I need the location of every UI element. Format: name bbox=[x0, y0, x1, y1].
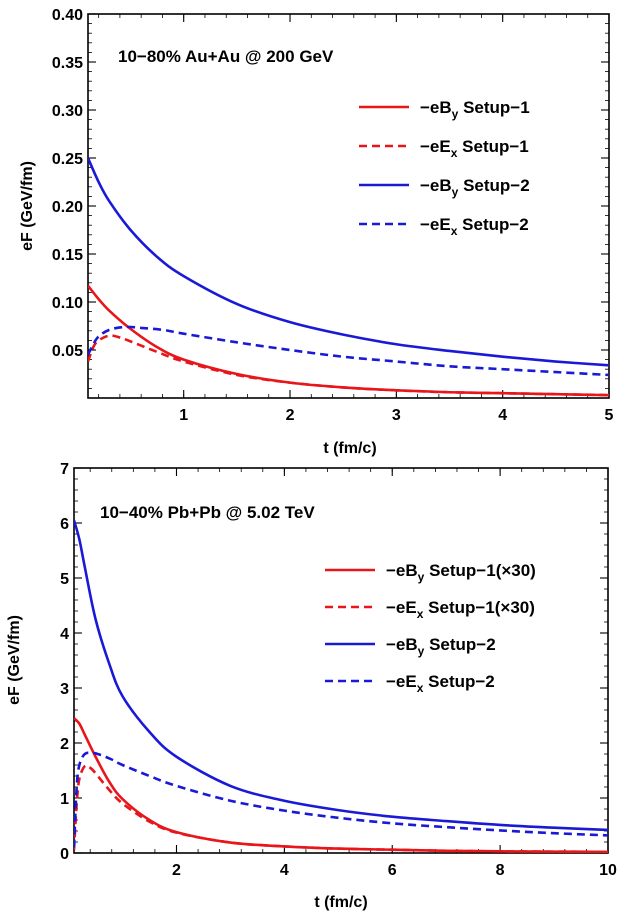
x-tick-label: 2 bbox=[286, 407, 295, 424]
series-line-2 bbox=[74, 519, 608, 832]
y-tick-label: 6 bbox=[60, 516, 69, 533]
y-tick-label: 0.25 bbox=[52, 151, 83, 168]
plot-frame bbox=[87, 13, 610, 399]
y-tick-label: 0.15 bbox=[52, 247, 83, 264]
chart-title: 10−40% Pb+Pb @ 5.02 TeV bbox=[100, 503, 315, 522]
x-tick-label: 8 bbox=[496, 862, 505, 879]
x-tick-label: 4 bbox=[498, 407, 507, 424]
x-tick-label: 6 bbox=[388, 862, 397, 879]
legend-label-2: −eBy Setup−2 bbox=[420, 176, 530, 199]
legend-label-3: −eEx Setup−2 bbox=[420, 215, 529, 238]
series-line-1 bbox=[88, 334, 609, 397]
x-tick-label: 3 bbox=[392, 407, 401, 424]
y-tick-label: 0.40 bbox=[52, 7, 83, 24]
y-tick-label: 1 bbox=[60, 791, 69, 808]
x-tick-label: 5 bbox=[605, 407, 614, 424]
legend: −eBy Setup−1 −eEx Setup−1 −eBy Setup−2 −eEx… bbox=[359, 98, 530, 238]
y-tick-label: 4 bbox=[60, 626, 69, 643]
x-tick-label: 4 bbox=[280, 862, 289, 879]
x-tick-label: 1 bbox=[179, 407, 188, 424]
tick-group: 2 4 6 8 10 0 1 2 3 4 5 6 7 bbox=[60, 461, 617, 879]
x-tick-label: 2 bbox=[172, 862, 181, 879]
legend: −eBy Setup−1(×30) −eEx Setup−1(×30) −eBy S… bbox=[325, 561, 536, 695]
y-axis-label: eF (GeV/fm) bbox=[6, 615, 23, 705]
x-tick-label: 10 bbox=[599, 862, 617, 879]
series-line-2 bbox=[88, 157, 609, 367]
series-line-1 bbox=[74, 764, 608, 853]
legend-label-1: −eEx Setup−1 bbox=[420, 137, 529, 160]
curve-group bbox=[74, 519, 608, 853]
series-line-0 bbox=[88, 284, 609, 397]
y-tick-label: 7 bbox=[60, 461, 69, 478]
tick-group: 1 2 3 4 5 0.05 0.10 0.15 0.20 0.25 0.30 0.35 0.40 bbox=[52, 7, 614, 424]
y-tick-label: 0.20 bbox=[52, 199, 83, 216]
y-tick-label: 3 bbox=[60, 681, 69, 698]
chart-panel-pb-pb: 2 4 6 8 10 0 1 2 3 4 5 6 7 10−40% Pb+Pb @ 5.02 TeV −… bbox=[6, 461, 617, 911]
y-tick-label: 0.30 bbox=[52, 103, 83, 120]
y-tick-label: 0.05 bbox=[52, 343, 83, 360]
chart-title: 10−80% Au+Au @ 200 GeV bbox=[118, 47, 334, 66]
series-line-3 bbox=[88, 325, 609, 377]
legend-label-2: −eBy Setup−2 bbox=[386, 635, 496, 658]
x-axis-label: t (fm/c) bbox=[323, 440, 376, 457]
legend-label-1: −eEx Setup−1(×30) bbox=[386, 598, 535, 621]
y-tick-label: 5 bbox=[60, 571, 69, 588]
y-axis-label: eF (GeV/fm) bbox=[19, 161, 36, 251]
legend-label-0: −eBy Setup−1 bbox=[420, 98, 530, 121]
curve-group bbox=[88, 157, 609, 397]
series-line-3 bbox=[74, 751, 608, 848]
y-tick-label: 0.35 bbox=[52, 55, 83, 72]
legend-label-0: −eBy Setup−1(×30) bbox=[386, 561, 536, 584]
y-tick-label: 0 bbox=[60, 846, 69, 863]
x-axis-label: t (fm/c) bbox=[314, 894, 367, 911]
y-tick-label: 2 bbox=[60, 736, 69, 753]
y-tick-label: 0.10 bbox=[52, 295, 83, 312]
legend-label-3: −eEx Setup−2 bbox=[386, 672, 495, 695]
plot-frame bbox=[73, 467, 609, 854]
chart-panel-au-au: 1 2 3 4 5 0.05 0.10 0.15 0.20 0.25 0.30 0.35 0.40 10… bbox=[19, 7, 614, 457]
